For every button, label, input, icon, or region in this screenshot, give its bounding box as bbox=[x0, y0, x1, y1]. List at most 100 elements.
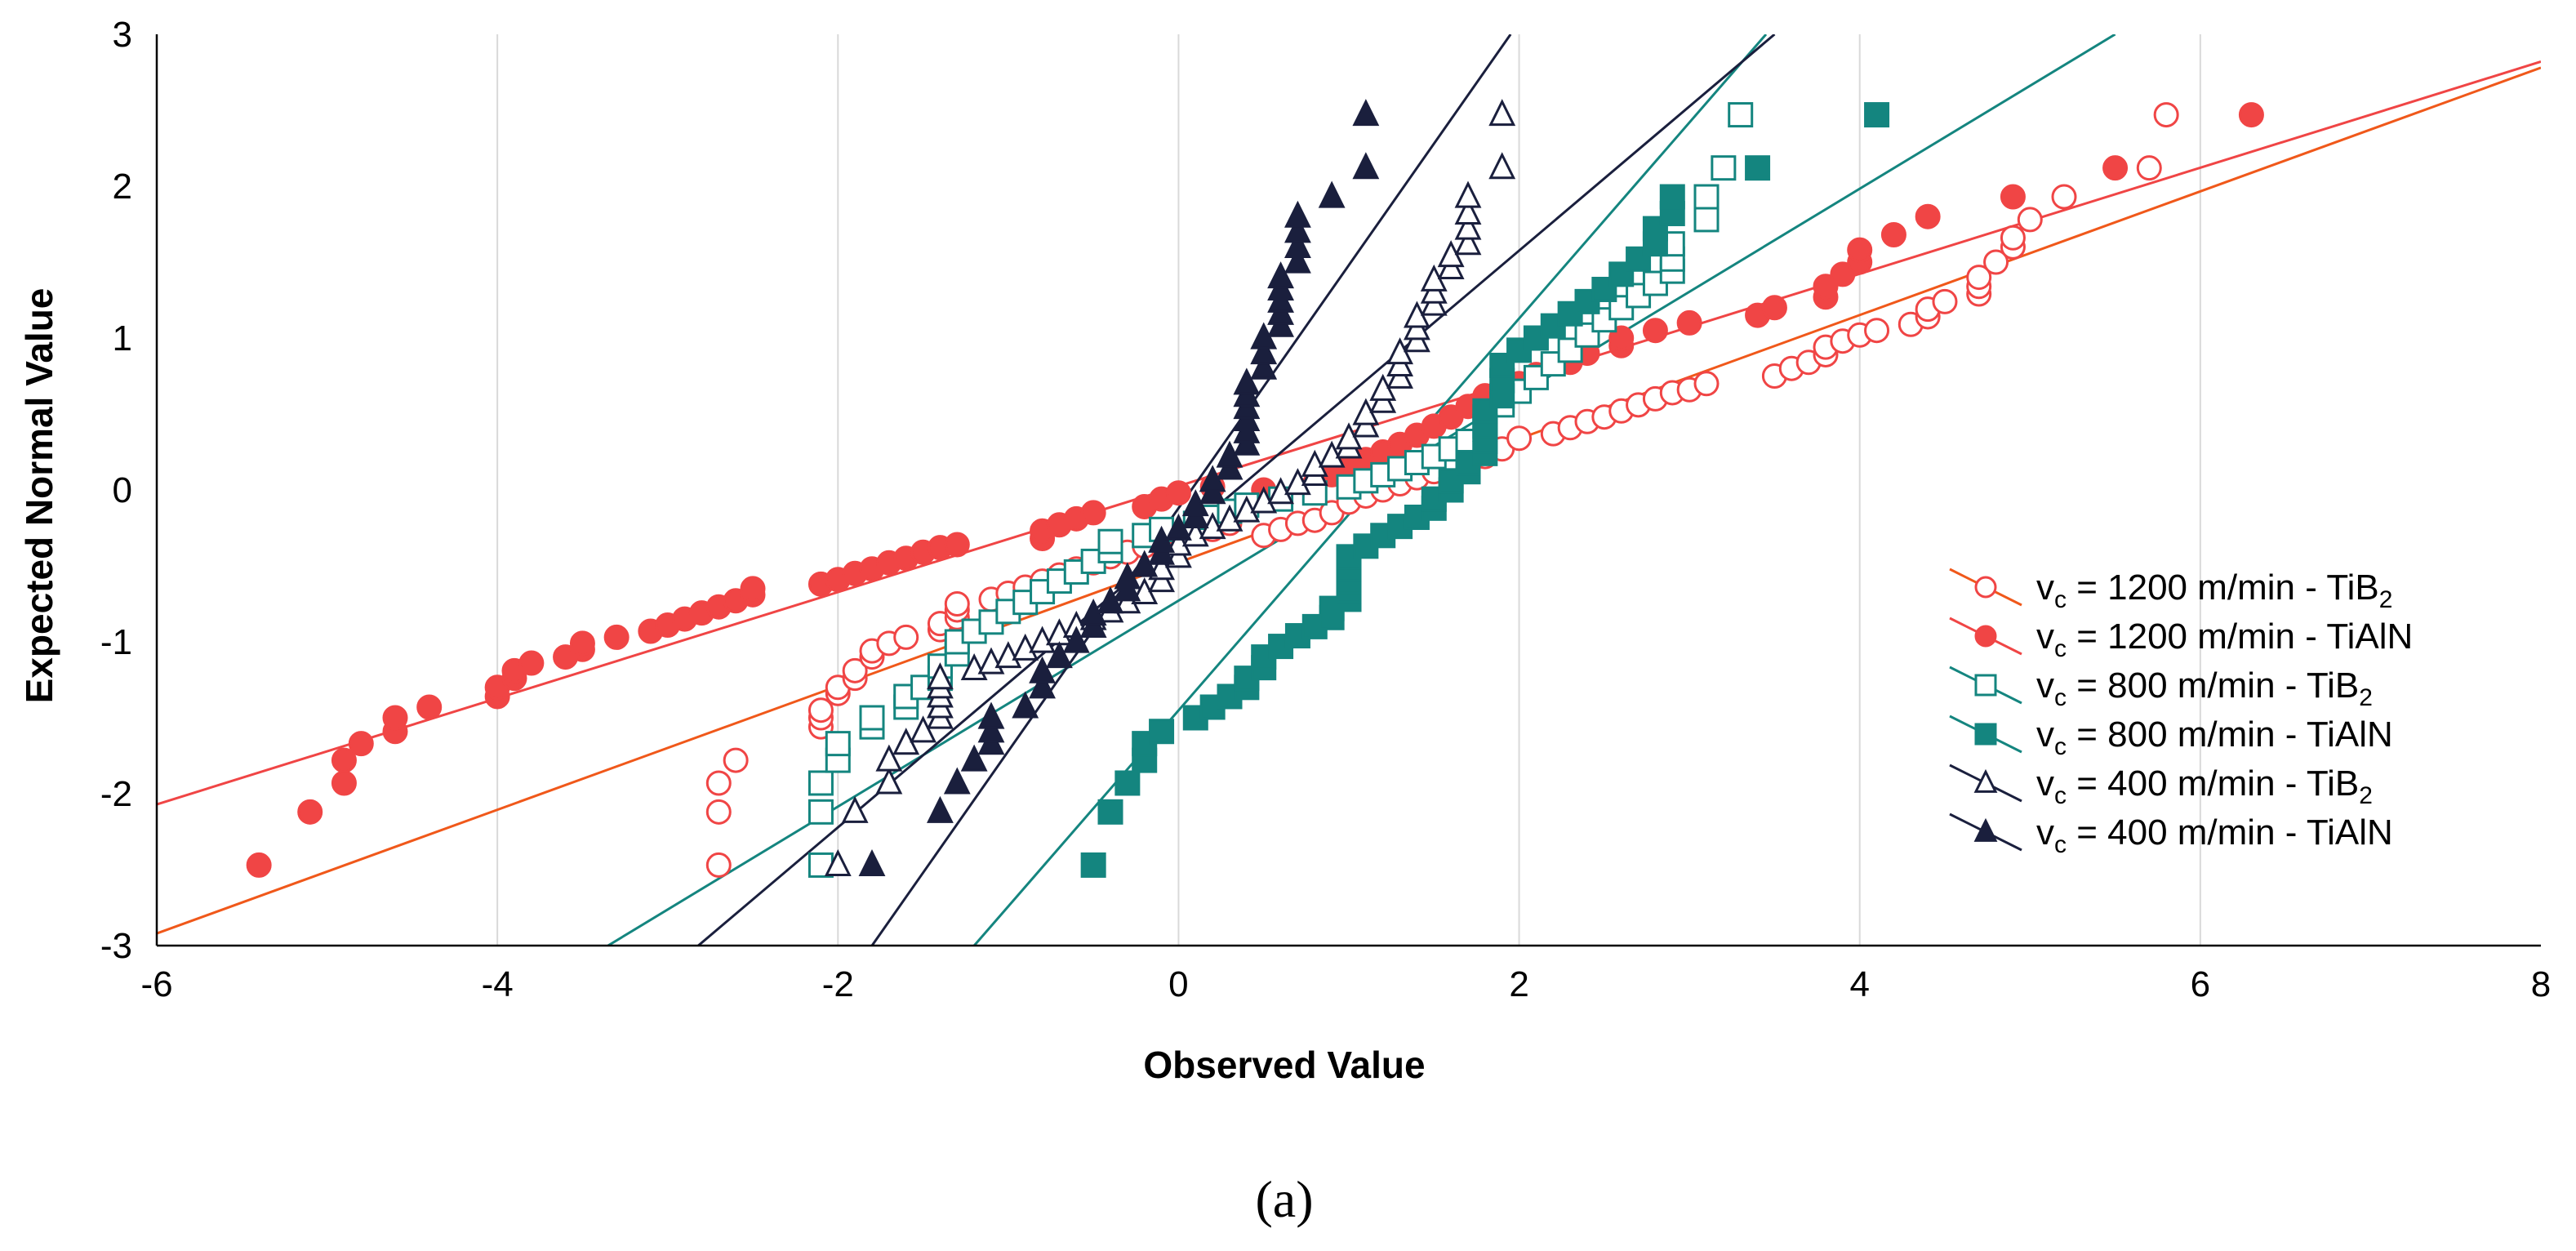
legend-item-6: vc = 400 m/min - TiAlN bbox=[1949, 812, 2393, 858]
data-point bbox=[1284, 200, 1311, 228]
x-tick-label: 4 bbox=[1849, 964, 1869, 1004]
x-tick-label: -4 bbox=[482, 964, 514, 1004]
data-point bbox=[2136, 155, 2162, 181]
data-point bbox=[994, 641, 1022, 669]
figure-caption: (a) bbox=[1255, 1170, 1313, 1228]
legend-item-1: vc = 1200 m/min - TiB2 bbox=[1949, 568, 2392, 613]
data-point bbox=[910, 715, 937, 743]
legend-marker bbox=[1974, 625, 1997, 648]
data-point bbox=[1454, 228, 1482, 256]
legend-marker bbox=[1974, 674, 1997, 697]
data-point bbox=[1233, 367, 1261, 395]
data-point bbox=[1642, 318, 1668, 344]
data-point bbox=[808, 799, 834, 825]
data-point bbox=[1318, 180, 1346, 208]
data-point bbox=[875, 744, 903, 772]
data-point bbox=[1557, 337, 1583, 363]
legend-label: vc = 800 m/min - TiB2 bbox=[2036, 666, 2373, 711]
data-point bbox=[1711, 155, 1737, 181]
data-point bbox=[1847, 237, 1873, 263]
data-point bbox=[1693, 184, 1720, 210]
legend-label: vc = 400 m/min - TiB2 bbox=[2036, 764, 2373, 809]
x-tick-label: 2 bbox=[1509, 964, 1528, 1004]
data-point bbox=[2017, 207, 2043, 233]
data-point bbox=[1284, 230, 1311, 258]
data-point bbox=[416, 694, 443, 720]
data-point bbox=[2238, 102, 2264, 128]
data-point bbox=[1693, 207, 1720, 233]
data-point bbox=[1830, 261, 1856, 287]
data-point bbox=[944, 532, 970, 558]
data-point bbox=[1591, 276, 1617, 302]
data-point bbox=[1864, 102, 1890, 128]
legend-item-3: vc = 800 m/min - TiB2 bbox=[1949, 666, 2373, 711]
data-point bbox=[1693, 371, 1720, 397]
data-point bbox=[1250, 337, 1278, 365]
data-point bbox=[1029, 671, 1056, 699]
data-point bbox=[569, 630, 595, 657]
data-point bbox=[1966, 265, 1992, 291]
data-point bbox=[2051, 184, 2077, 210]
x-axis-title: Observed Value bbox=[1143, 1044, 1425, 1086]
data-point bbox=[841, 795, 869, 823]
fit-line-series-6 bbox=[870, 34, 1512, 946]
legend-label: vc = 400 m/min - TiAlN bbox=[2036, 812, 2393, 858]
data-point bbox=[2000, 184, 2026, 210]
data-point bbox=[1488, 152, 1516, 180]
data-point bbox=[808, 770, 834, 796]
data-point bbox=[331, 747, 357, 773]
data-point bbox=[2000, 225, 2026, 251]
axes bbox=[155, 34, 2541, 947]
data-point bbox=[1046, 641, 1073, 669]
y-tick-label: 0 bbox=[113, 470, 132, 510]
x-tick-labels: -6 -4 -2 0 2 4 6 8 bbox=[140, 964, 2551, 1004]
data-point bbox=[705, 770, 732, 796]
data-point bbox=[927, 795, 954, 823]
data-point bbox=[1454, 180, 1482, 208]
y-tick-label: -1 bbox=[100, 622, 132, 662]
data-point bbox=[977, 701, 1005, 729]
data-point bbox=[705, 799, 732, 825]
data-point bbox=[927, 662, 954, 690]
data-point bbox=[1659, 184, 1685, 210]
legend-marker bbox=[1974, 576, 1997, 599]
data-point bbox=[1267, 261, 1294, 289]
legend-item-5: vc = 400 m/min - TiB2 bbox=[1949, 764, 2373, 809]
data-point bbox=[960, 744, 988, 772]
data-point bbox=[824, 848, 852, 876]
series-4-points bbox=[1080, 102, 1890, 878]
data-point bbox=[1488, 99, 1516, 127]
data-point bbox=[1097, 799, 1123, 825]
data-point bbox=[1352, 99, 1380, 127]
data-point bbox=[1676, 309, 1702, 336]
x-tick-label: -6 bbox=[140, 964, 172, 1004]
data-point bbox=[944, 591, 970, 617]
data-point bbox=[1114, 770, 1141, 796]
series-6-points bbox=[858, 99, 1380, 876]
data-point bbox=[1029, 626, 1056, 653]
series-2-points bbox=[246, 102, 2264, 878]
data-point bbox=[740, 576, 766, 602]
legend-marker bbox=[1973, 768, 1998, 793]
data-point bbox=[297, 799, 323, 825]
data-point bbox=[842, 657, 868, 683]
legend-label: vc = 1200 m/min - TiB2 bbox=[2036, 568, 2392, 613]
x-tick-label: -2 bbox=[822, 964, 854, 1004]
data-point bbox=[1097, 528, 1123, 554]
data-point bbox=[1062, 626, 1090, 653]
data-point bbox=[977, 715, 1005, 743]
data-point bbox=[1284, 216, 1311, 243]
data-point bbox=[858, 848, 886, 876]
data-points bbox=[246, 99, 2264, 878]
data-point bbox=[603, 624, 630, 650]
data-point bbox=[382, 705, 408, 731]
y-tick-label: 3 bbox=[113, 15, 132, 55]
legend-label: vc = 800 m/min - TiAlN bbox=[2036, 715, 2393, 760]
data-point bbox=[859, 705, 885, 731]
data-point bbox=[2153, 102, 2179, 128]
x-tick-label: 8 bbox=[2531, 964, 2551, 1004]
data-point bbox=[1250, 352, 1278, 380]
x-tick-label: 0 bbox=[1168, 964, 1188, 1004]
data-point bbox=[1080, 548, 1106, 574]
data-point bbox=[348, 731, 374, 757]
